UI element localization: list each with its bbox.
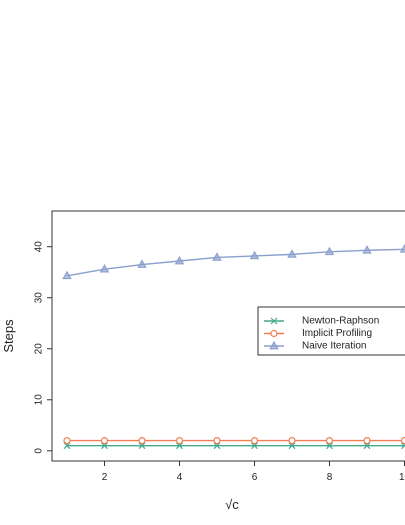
data-point — [363, 436, 371, 445]
y-tick-label: 30 — [34, 292, 45, 304]
x-mark-stroke — [288, 442, 296, 450]
data-point — [249, 250, 260, 260]
data-point — [324, 246, 335, 256]
data-point — [62, 270, 72, 280]
legend-marker — [270, 317, 278, 325]
data-point — [288, 442, 296, 450]
data-point — [174, 255, 185, 265]
y-tick-label: 40 — [34, 241, 45, 253]
x-tick-label: 10 — [399, 472, 405, 483]
data-point — [63, 442, 71, 450]
y-tick-label: 20 — [34, 343, 45, 355]
x-tick-label: 4 — [177, 472, 183, 483]
plot-frame — [51, 210, 405, 462]
x-mark-stroke — [251, 442, 258, 450]
x-mark-stroke — [101, 442, 108, 450]
x-axis: 2 4 6 8 10 — [102, 461, 405, 483]
data-point — [362, 245, 372, 254]
x-mark-stroke — [176, 442, 183, 450]
x-mark-stroke — [63, 442, 71, 450]
data-point — [101, 442, 108, 450]
data-point — [138, 442, 146, 450]
data-point — [288, 436, 296, 445]
legend-entry: Naive Iteration — [264, 341, 366, 352]
data-point — [137, 259, 147, 268]
legend-entry: Implicit Profiling — [264, 328, 372, 339]
y-tick-label: 0 — [34, 448, 45, 454]
y-axis-title: Steps — [1, 319, 16, 353]
data-point — [99, 264, 110, 273]
legend-label: Newton-Raphson — [302, 316, 379, 327]
data-point — [325, 436, 334, 445]
legend-box — [257, 306, 405, 356]
data-point — [175, 436, 184, 445]
series-naive-iteration — [62, 244, 405, 280]
x-mark-stroke — [363, 442, 371, 450]
x-mark-stroke — [270, 317, 278, 325]
series-newton-raphson — [63, 442, 405, 450]
x-tick-label: 8 — [327, 472, 333, 483]
x-tick-label: 6 — [252, 472, 258, 483]
x-mark-stroke — [326, 442, 333, 450]
y-tick-label: 10 — [34, 394, 45, 406]
x-mark-stroke — [138, 442, 146, 450]
legend-marker — [269, 340, 279, 350]
legend-label: Naive Iteration — [302, 341, 366, 352]
y-axis: 0 10 20 30 40 — [34, 241, 52, 454]
data-point — [363, 442, 371, 450]
x-tick-label: 2 — [102, 472, 108, 483]
data-point — [326, 442, 333, 450]
data-point — [138, 436, 146, 445]
series-implicit-profiling — [63, 436, 405, 445]
data-point — [176, 442, 183, 450]
data-point — [213, 436, 221, 445]
data-point — [100, 436, 109, 445]
x-axis-title: √c — [225, 497, 239, 512]
data-point — [251, 442, 258, 450]
data-point — [213, 442, 221, 450]
series-layer — [62, 244, 405, 450]
data-point — [400, 436, 405, 445]
legend-label: Implicit Profiling — [302, 328, 372, 339]
legend-marker — [270, 329, 278, 338]
data-point — [250, 436, 259, 445]
data-point — [287, 249, 297, 258]
legend-entry: Newton-Raphson — [264, 316, 379, 327]
data-point — [63, 436, 71, 445]
series-line — [66, 248, 405, 277]
data-point — [212, 252, 222, 261]
x-mark-stroke — [213, 442, 221, 450]
